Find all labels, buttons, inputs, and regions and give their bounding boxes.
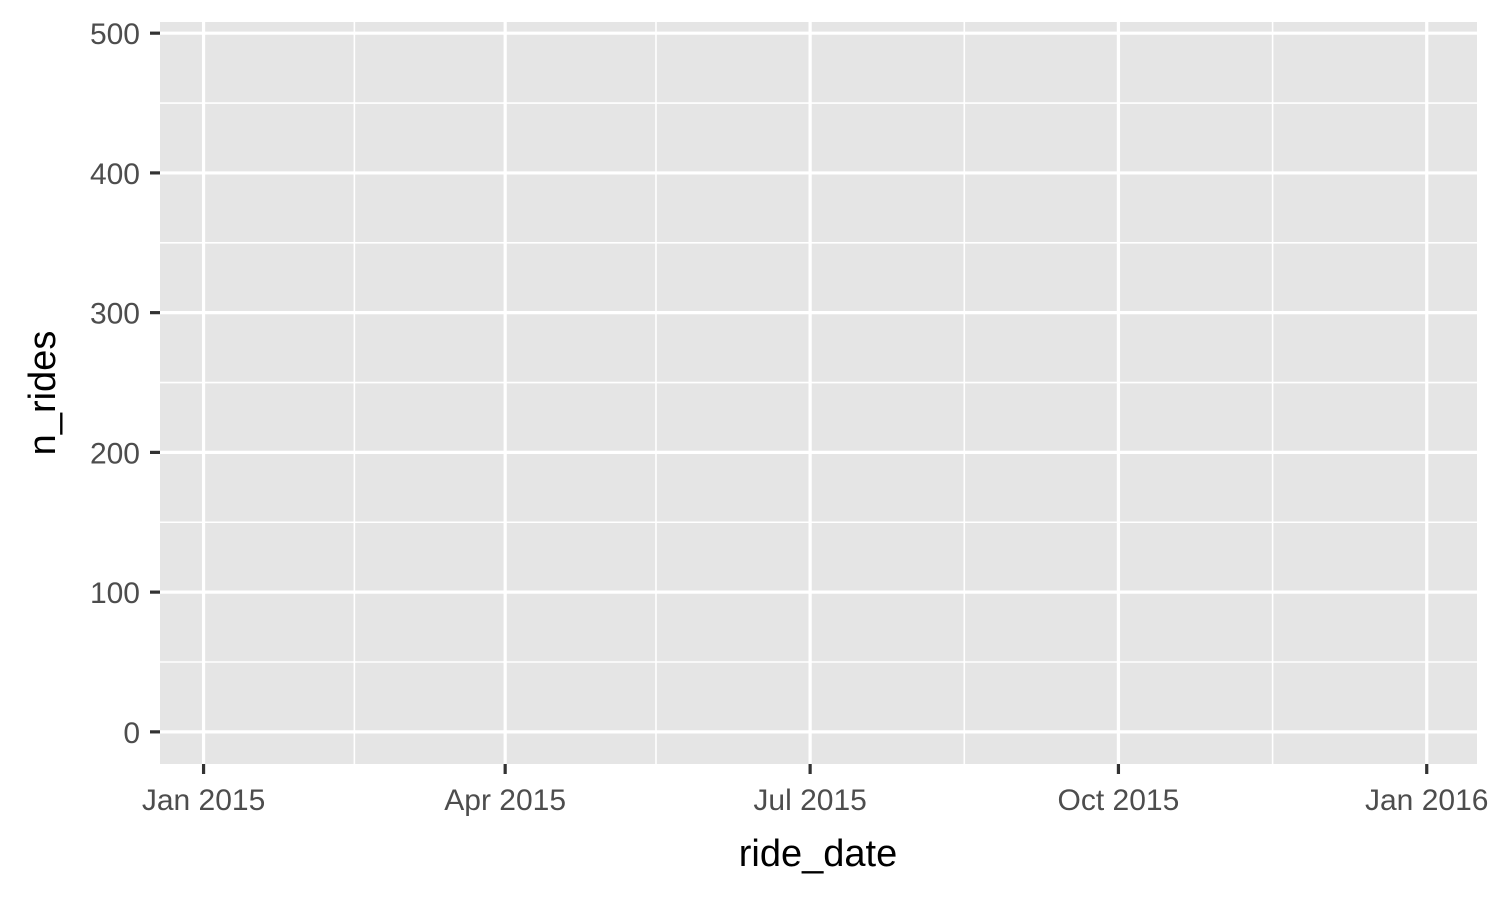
x-axis: Jan 2015 Apr 2015 Jul 2015 Oct 2015 Jan 2016: [142, 764, 1488, 817]
x-tick-label: Jan 2015: [142, 784, 265, 817]
y-tick-label: 400: [90, 158, 140, 191]
minor-gridlines: [160, 22, 1477, 764]
plot-panel: [160, 22, 1477, 764]
x-tick-label: Jan 2016: [1365, 784, 1488, 817]
y-tick-label: 0: [123, 717, 140, 750]
y-tick-label: 500: [90, 18, 140, 51]
y-axis-title: n_rides: [22, 331, 64, 456]
x-tick-label: Oct 2015: [1058, 784, 1180, 817]
y-tick-label: 300: [90, 298, 140, 331]
major-gridlines: [160, 22, 1477, 764]
x-tick-label: Apr 2015: [444, 784, 566, 817]
y-tick-label: 100: [90, 577, 140, 610]
x-axis-title: ride_date: [739, 833, 897, 875]
x-tick-label: Jul 2015: [753, 784, 866, 817]
y-tick-label: 200: [90, 437, 140, 470]
y-axis: 0 100 200 300 400 500: [90, 18, 160, 750]
